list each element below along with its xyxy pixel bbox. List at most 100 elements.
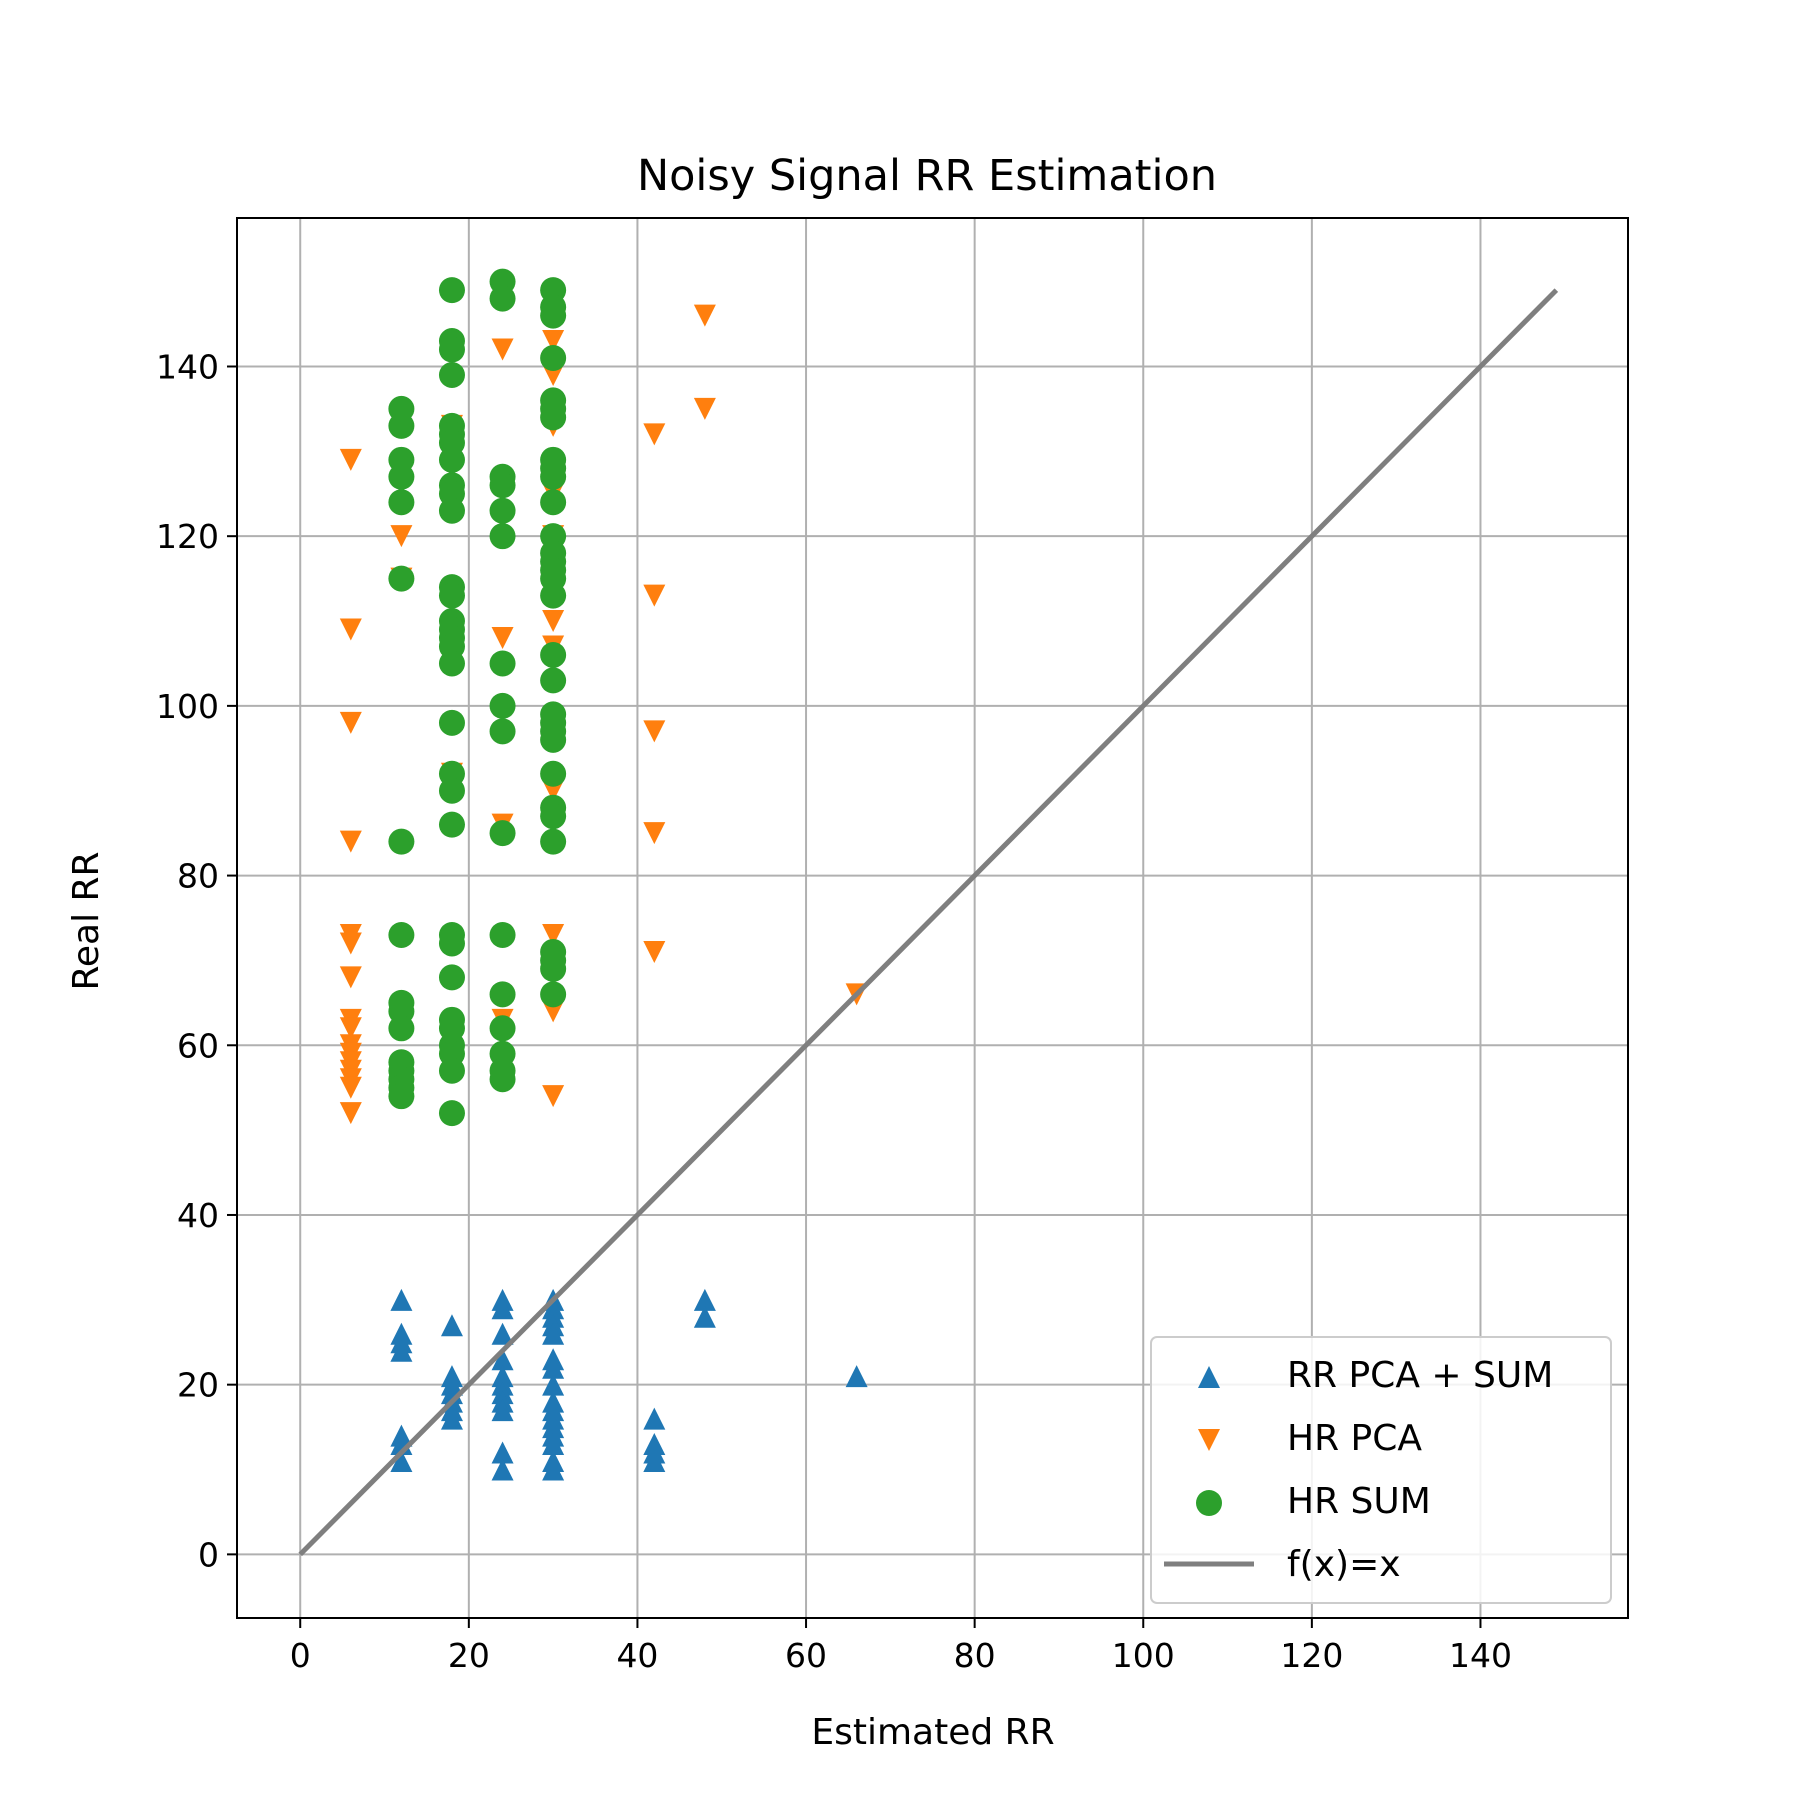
data-point: [489, 285, 516, 312]
legend-item: RR PCA + SUM: [1198, 1355, 1553, 1396]
data-point: [489, 497, 516, 524]
data-point: [388, 828, 415, 855]
data-point: [489, 650, 516, 677]
data-point: [542, 1458, 565, 1481]
data-point: [438, 777, 465, 804]
x-tick-label: 100: [1112, 1636, 1175, 1675]
legend-label: f(x)=x: [1287, 1544, 1401, 1585]
data-point: [390, 1450, 413, 1473]
legend-label: HR PCA: [1287, 1418, 1422, 1459]
data-point: [540, 404, 567, 431]
legend-label: HR SUM: [1287, 1481, 1431, 1522]
y-tick-label: 40: [177, 1196, 219, 1235]
data-point: [540, 582, 567, 609]
y-tick-label: 120: [156, 517, 219, 556]
legend-item: HR PCA: [1198, 1418, 1422, 1459]
data-point: [489, 921, 516, 948]
legend-item: HR SUM: [1196, 1481, 1431, 1522]
data-point: [388, 489, 415, 516]
legend: RR PCA + SUM HR PCA HR SUM f(x)=x: [1150, 1336, 1612, 1604]
data-point: [542, 1373, 565, 1396]
y-tick-label: 140: [156, 347, 219, 386]
reference-line-layer: [298, 288, 1559, 1557]
plot-frame: [236, 217, 1629, 1619]
data-point: [540, 463, 567, 490]
legend-label: RR PCA + SUM: [1287, 1355, 1553, 1396]
data-point: [388, 921, 415, 948]
data-point: [489, 981, 516, 1008]
x-tick-label: 40: [616, 1636, 658, 1675]
x-tick-label: 140: [1449, 1636, 1512, 1675]
data-point: [438, 582, 465, 609]
data-point: [388, 412, 415, 439]
legend-marker-swatch: [1196, 1490, 1222, 1516]
data-point: [491, 1322, 514, 1345]
data-point: [845, 1365, 868, 1388]
data-point: [542, 1356, 565, 1379]
data-point: [542, 330, 565, 353]
data-point: [693, 397, 716, 420]
data-point: [440, 1407, 463, 1430]
data-point: [542, 1085, 565, 1108]
data-point: [540, 955, 567, 982]
data-point: [489, 523, 516, 550]
data-point: [489, 1015, 516, 1042]
data-point: [489, 718, 516, 745]
data-point: [491, 1297, 514, 1320]
x-tick-label: 0: [290, 1636, 311, 1675]
data-point: [339, 1076, 362, 1099]
x-tick-label: 80: [954, 1636, 996, 1675]
data-point: [339, 1102, 362, 1125]
data-point: [438, 811, 465, 838]
data-point: [542, 610, 565, 633]
data-point: [540, 345, 567, 371]
data-point: [540, 760, 567, 787]
data-point: [390, 525, 413, 548]
data-point: [339, 966, 362, 989]
data-point: [438, 964, 465, 991]
data-point: [643, 584, 666, 607]
data-point: [542, 923, 565, 946]
data-point: [438, 497, 465, 524]
data-point: [438, 277, 465, 304]
x-axis-label: Estimated RR: [811, 1712, 1054, 1753]
data-point: [643, 1450, 666, 1473]
data-point: [643, 423, 666, 446]
data-point: [489, 1066, 516, 1093]
data-point: [438, 650, 465, 677]
data-point: [438, 930, 465, 957]
data-point: [693, 1305, 716, 1328]
data-point: [643, 720, 666, 743]
data-point: [491, 1441, 514, 1464]
legend-item: f(x)=x: [1164, 1544, 1401, 1585]
data-point: [339, 830, 362, 853]
legend-box: [1150, 1336, 1612, 1604]
data-point: [390, 1288, 413, 1311]
data-point: [542, 1433, 565, 1456]
data-point: [489, 472, 516, 499]
data-point: [491, 1458, 514, 1481]
data-point: [540, 489, 567, 516]
legend-marker-swatch: [1198, 1429, 1220, 1451]
data-point: [388, 463, 415, 490]
data-point: [693, 304, 716, 327]
data-point: [489, 692, 516, 719]
data-point: [693, 1288, 716, 1311]
reference-line: [298, 288, 1559, 1557]
data-point: [388, 1015, 415, 1042]
y-axis-label: Real RR: [66, 851, 107, 990]
data-point: [438, 1057, 465, 1084]
y-tick-label: 0: [198, 1535, 219, 1574]
data-point: [491, 1348, 514, 1371]
data-point: [390, 1339, 413, 1362]
data-point: [438, 361, 465, 388]
data-point: [388, 1083, 415, 1110]
data-point: [540, 981, 567, 1008]
data-point: [540, 726, 567, 753]
data-point: [339, 1017, 362, 1040]
y-tick-label: 100: [156, 687, 219, 726]
data-point: [438, 709, 465, 736]
data-point: [440, 1314, 463, 1337]
data-point: [339, 932, 362, 955]
